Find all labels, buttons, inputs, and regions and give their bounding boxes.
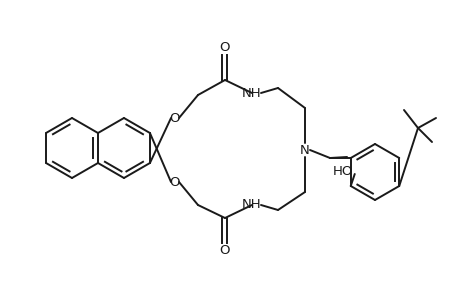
Text: N: N (299, 143, 309, 157)
Text: NH: NH (241, 199, 261, 212)
Text: HO: HO (332, 164, 352, 178)
Text: O: O (169, 176, 180, 188)
Text: O: O (219, 40, 230, 53)
Text: O: O (169, 112, 180, 124)
Text: O: O (219, 244, 230, 257)
Text: NH: NH (241, 86, 261, 100)
